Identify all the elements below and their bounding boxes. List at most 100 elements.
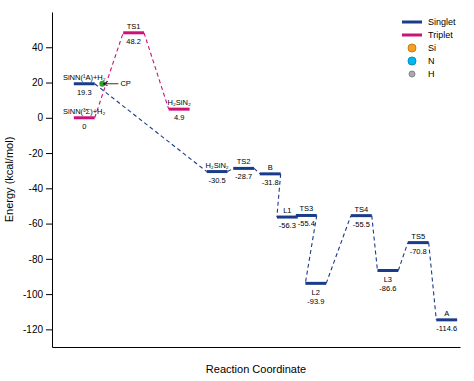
connection [429,243,437,320]
y-tick: -120 [23,324,52,335]
level-bar [305,282,326,285]
y-tick-mark [46,259,52,260]
level-bar [169,108,190,111]
y-tick: -100 [23,289,52,300]
level-label: TS1 [127,22,141,31]
legend-swatch [408,44,416,52]
x-axis [53,347,461,348]
labels: SiNN(¹A)+H₂ 19.3 H₂SiN₂ -30.5 TS2 -28.7 B -31.8… [63,22,457,333]
level-bar [74,82,95,85]
y-axis-line [52,13,53,348]
legend-label: N [428,56,435,66]
level-label: TS5 [411,232,425,241]
y-tick-label: -40 [29,183,44,194]
y-tick: 20 [32,77,52,88]
level-bar [377,269,398,272]
y-tick-label: 20 [32,77,44,88]
level-label: L3 [384,275,392,284]
y-tick-mark [46,329,52,330]
data-label: -55.5 [353,220,370,229]
data-label: -70.8 [410,247,427,256]
level-label: SiNN(¹A)+H₂ [63,73,106,82]
y-axis-title: Energy (kcal/mol) [3,137,15,223]
y-tick-label: 40 [32,42,44,53]
data-label: -86.6 [379,284,396,293]
y-tick: 40 [32,42,52,53]
level-bar [260,172,281,175]
legend: Singlet Triplet Si NH [402,17,456,79]
y-tick: -80 [29,254,52,265]
connection [254,168,260,173]
y-tick-mark [46,188,52,189]
level-bar [207,170,228,173]
y-tick: -60 [29,218,52,229]
level-label: A [444,309,449,318]
data-label: -28.7 [235,172,252,181]
legend-item: H [409,69,435,79]
level-bar [123,31,144,34]
y-tick-label: -60 [29,218,44,229]
level-bar [277,216,298,219]
level-bar [233,167,254,170]
data-label: 48.2 [126,37,141,46]
annotation-arrow [104,83,119,84]
data-label: -56.3 [279,221,296,230]
data-label: 19.3 [77,88,92,97]
data-label: -55.4 [298,219,315,228]
level-label: L1 [283,206,291,215]
x-axis-line [53,347,461,348]
level-label: H₂SiN₂ [167,98,190,107]
x-axis-title: Reaction Coordinate [206,363,306,375]
data-label: -31.8 [262,178,279,187]
y-tick: -40 [29,183,52,194]
plot: -120 -100 -80 -60 -40 -20 0 20 40 SiNN(¹A)+H₂ 19.3… [23,13,461,348]
y-tick-label: -120 [23,324,43,335]
level-bar [74,116,95,119]
y-tick: -20 [29,148,52,159]
y-tick-label: -20 [29,148,44,159]
y-axis: -120 -100 -80 -60 -40 -20 0 20 40 [23,13,53,348]
level-bar [436,318,457,321]
legend-item: Singlet [402,17,456,27]
legend-swatch [402,34,422,37]
y-tick-mark [46,83,52,84]
level-label: B [268,163,273,172]
legend-label: Singlet [428,17,456,27]
connection [144,33,169,109]
legend-label: Si [428,43,436,53]
level-bar [351,214,372,217]
y-tick-mark [46,224,52,225]
connection [372,216,378,271]
legend-item: Triplet [402,30,453,40]
y-tick-mark [46,118,52,119]
level-label: TS2 [237,157,251,166]
annotation-text: CP [120,79,130,88]
y-tick-mark [46,153,52,154]
data-label: -30.5 [209,176,226,185]
legend-label: H [428,69,435,79]
data-label: -114.6 [436,324,457,333]
level-label: L2 [312,288,320,297]
legend-item: Si [408,43,436,53]
level-label: SiNN(³Σ)+H₂ [63,107,105,116]
legend-swatch [402,21,422,24]
level-label: TS3 [299,204,313,213]
y-tick-label: -100 [23,289,43,300]
level-bar [296,214,317,217]
y-tick-mark [46,294,52,295]
y-tick-mark [46,47,52,48]
connection [95,84,207,172]
level-bar [408,241,429,244]
legend-item: N [408,56,435,66]
chart: -120 -100 -80 -60 -40 -20 0 20 40 SiNN(¹A)+H₂ 19.3… [0,0,474,381]
legend-label: Triplet [428,30,453,40]
data-label: 4.9 [174,113,184,122]
connection [326,216,351,284]
y-tick: 0 [37,112,52,123]
marks [74,33,457,320]
level-label: H₂SiN₂ [205,161,228,170]
level-label: TS4 [354,205,368,214]
legend-swatch [409,71,415,77]
data-label: 0 [82,122,86,131]
connection [398,243,407,271]
